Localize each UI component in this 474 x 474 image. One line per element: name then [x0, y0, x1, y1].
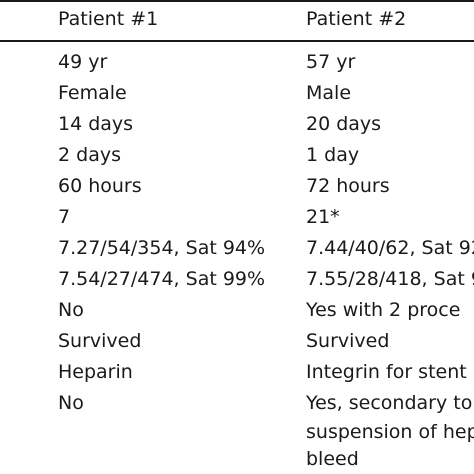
- table-row: 7.27/54/354, Sat 94% 7.44/40/62, Sat 92: [0, 233, 474, 264]
- table-row: Survived Survived: [0, 326, 474, 357]
- cell-line: suspension of hep: [306, 421, 474, 443]
- patient-1-cell: 7.54/27/474, Sat 99%: [58, 268, 266, 290]
- patient-2-cell: Yes with 2 proce: [306, 299, 461, 321]
- patient-1-cell: 7.27/54/354, Sat 94%: [58, 237, 266, 259]
- table-row: No Yes, secondary to suspension of hep b…: [0, 388, 474, 474]
- patient-2-cell: 1 day: [306, 144, 360, 166]
- patient-1-cell: 2 days: [58, 144, 121, 166]
- cell-line: Yes, secondary to: [306, 392, 473, 414]
- table-body: 49 yr 57 yr Female Male 14 days 20 days …: [0, 47, 474, 474]
- cell-line: bleed: [306, 448, 359, 470]
- patient-2-cell: Survived: [306, 330, 390, 352]
- patient-2-cell: 57 yr: [306, 51, 356, 73]
- table-top-rule: [0, 0, 474, 2]
- table-row: 14 days 20 days: [0, 109, 474, 140]
- patient-1-cell: 7: [58, 206, 71, 228]
- patient-1-cell: No: [58, 392, 84, 414]
- table-row: No Yes with 2 proce: [0, 295, 474, 326]
- header-patient-1: Patient #1: [58, 8, 159, 30]
- patient-2-cell: Yes, secondary to suspension of hep blee…: [306, 388, 474, 473]
- table-row: 60 hours 72 hours: [0, 171, 474, 202]
- patient-1-cell: No: [58, 299, 84, 321]
- table-row: 2 days 1 day: [0, 140, 474, 171]
- patient-1-cell: 14 days: [58, 113, 134, 135]
- table-row: ons 7 21*: [0, 202, 474, 233]
- table-row: 49 yr 57 yr: [0, 47, 474, 78]
- patient-2-cell: 72 hours: [306, 175, 390, 197]
- patient-2-cell: Male: [306, 82, 352, 104]
- patient-1-cell: Heparin: [58, 361, 133, 383]
- patient-2-cell: 20 days: [306, 113, 382, 135]
- patient-2-cell: Integrin for stent: [306, 361, 467, 383]
- patient-2-cell: 7.44/40/62, Sat 92: [306, 237, 474, 259]
- patient-2-cell: 7.55/28/418, Sat 9: [306, 268, 474, 290]
- patient-1-cell: Survived: [58, 330, 142, 352]
- patient-1-cell: 60 hours: [58, 175, 142, 197]
- table-header-rule: [0, 40, 474, 42]
- patient-1-cell: Female: [58, 82, 127, 104]
- header-patient-2: Patient #2: [306, 8, 407, 30]
- table-row: 7.54/27/474, Sat 99% 7.55/28/418, Sat 9: [0, 264, 474, 295]
- table-row: Female Male: [0, 78, 474, 109]
- table-row: Heparin Integrin for stent: [0, 357, 474, 388]
- patient-2-cell: 21*: [306, 206, 340, 228]
- patient-1-cell: 49 yr: [58, 51, 108, 73]
